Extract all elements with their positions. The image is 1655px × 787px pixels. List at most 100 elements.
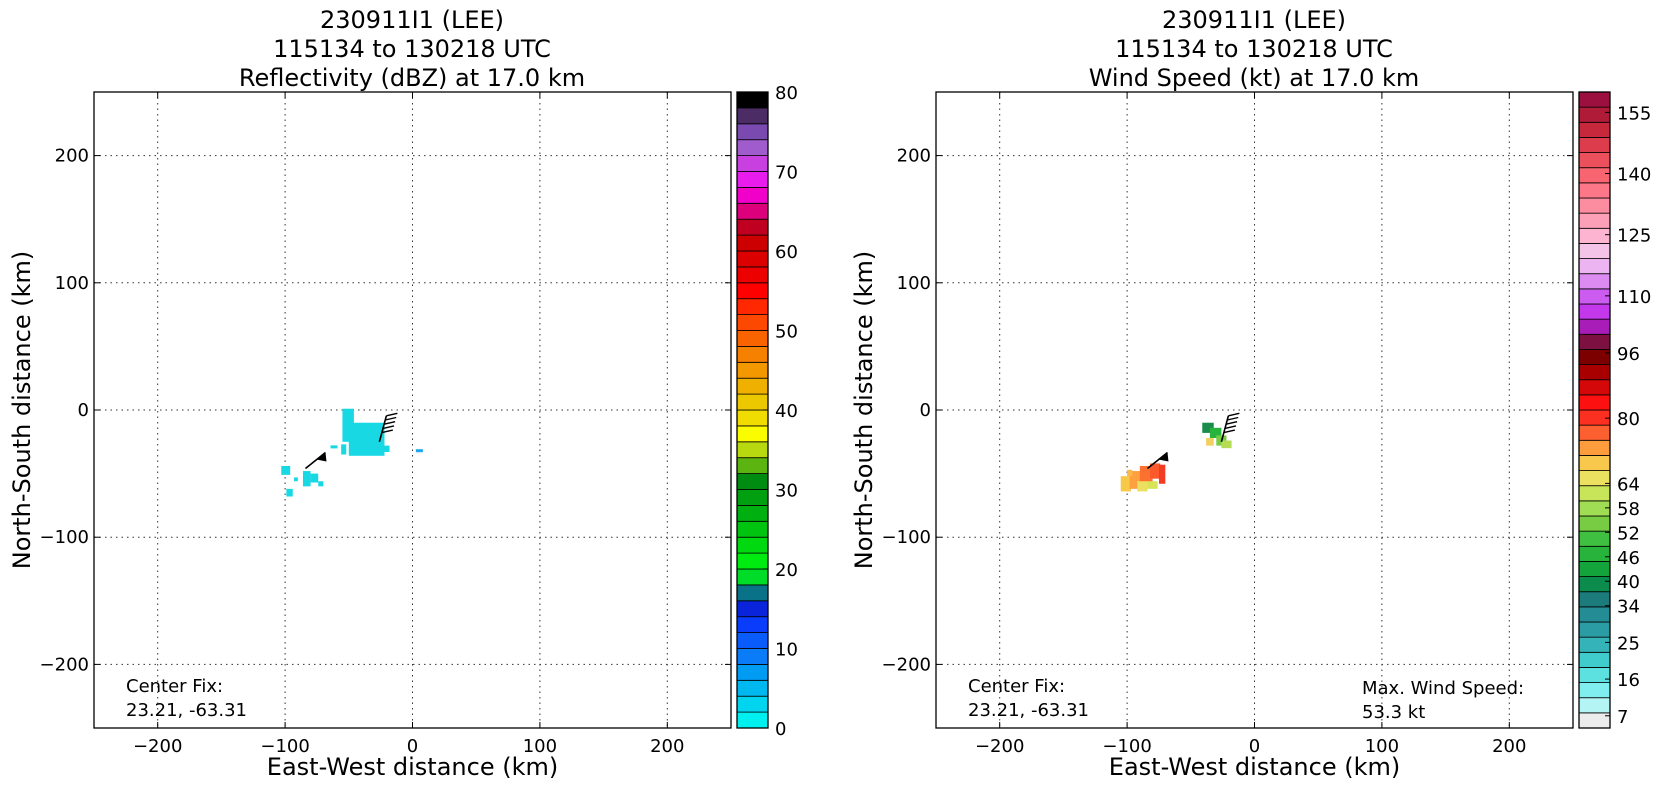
colorbar-segment <box>736 234 769 252</box>
colorbar-tick-label: 58 <box>1617 499 1640 520</box>
colorbar-tick-label: 80 <box>775 83 798 104</box>
wind-barb-feather <box>386 412 398 417</box>
colorbar-tick-label: 16 <box>1617 670 1640 691</box>
center-fix-value: 23.21, -63.31 <box>968 700 1089 721</box>
colorbar-tick-label: 40 <box>775 401 798 422</box>
chart-panel-1: 230911I1 (LEE)115134 to 130218 UTCReflec… <box>8 6 798 781</box>
colorbar-segment <box>1578 545 1611 562</box>
y-tick-label: 200 <box>55 146 89 167</box>
echo-patch <box>342 408 354 442</box>
colorbar-segment <box>1578 439 1611 456</box>
colorbar-segment <box>1578 561 1611 577</box>
colorbar-tick-label: 0 <box>775 719 786 740</box>
wind-barb-feather <box>382 425 395 430</box>
colorbar-segment <box>736 489 769 506</box>
colorbar-segment <box>736 664 769 681</box>
echo-dot <box>330 445 338 449</box>
chart-title-line: 230911I1 (LEE) <box>320 6 504 34</box>
wind-speed-patch <box>1139 465 1153 484</box>
colorbar-segment <box>1578 227 1611 244</box>
colorbar-segment <box>736 250 769 268</box>
echo-patch <box>302 471 311 487</box>
colorbar-segment <box>1578 636 1611 653</box>
colorbar-segment <box>1578 379 1611 396</box>
colorbar-segment <box>736 473 769 490</box>
center-fix-label: Center Fix: <box>968 676 1065 697</box>
y-tick-label: −200 <box>40 654 89 675</box>
y-tick-label: −200 <box>882 654 931 675</box>
x-tick-label: −100 <box>1102 736 1151 757</box>
colorbar-segment <box>1578 500 1611 517</box>
wind-speed-patch <box>1127 469 1133 477</box>
colorbar-segment <box>736 393 769 411</box>
echo-patch <box>294 477 298 482</box>
colorbar-segment <box>1578 364 1611 381</box>
colorbar-segment <box>1578 258 1611 275</box>
colorbar-segment <box>1578 697 1611 714</box>
wind-barb-feather <box>381 429 393 434</box>
colorbar-segment <box>1578 243 1611 259</box>
colorbar-segment <box>1578 606 1611 623</box>
colorbar-segment <box>1578 485 1611 502</box>
wind-speed-patch <box>1206 437 1214 446</box>
colorbar-tick-label: 40 <box>1617 572 1640 593</box>
x-tick-label: −200 <box>975 736 1024 757</box>
x-tick-label: −100 <box>260 736 309 757</box>
echo-patch <box>310 473 319 483</box>
colorbar-segment <box>736 600 769 618</box>
chart-title-line: 115134 to 130218 UTC <box>1115 35 1393 63</box>
colorbar-segment <box>736 520 769 538</box>
y-tick-label: −100 <box>882 527 931 548</box>
colorbar-tick-label: 52 <box>1617 523 1640 544</box>
colorbar-segment <box>736 425 769 443</box>
colorbar-segment <box>736 568 769 586</box>
colorbar-segment <box>1578 212 1611 229</box>
colorbar-tick-label: 140 <box>1617 165 1651 186</box>
colorbar-segment <box>1578 273 1611 290</box>
colorbar-segment <box>1578 712 1611 729</box>
colorbar-segment <box>1578 303 1611 320</box>
colorbar-segment <box>736 695 769 713</box>
chart-title-line: 115134 to 130218 UTC <box>273 35 551 63</box>
colorbar-tick-label: 7 <box>1617 707 1628 728</box>
wind-speed-patch <box>1150 463 1161 479</box>
colorbar-segment <box>736 441 769 459</box>
wind-barb-feather <box>1223 429 1235 434</box>
colorbar-segment <box>736 171 769 188</box>
colorbar-segment <box>736 202 769 220</box>
max-wind-label: Max. Wind Speed: <box>1362 678 1524 699</box>
colorbar-segment <box>736 330 769 347</box>
wind-barb-feather <box>383 421 396 425</box>
plot-frame <box>935 91 1574 729</box>
y-tick-label: 0 <box>920 400 931 421</box>
colorbar-segment <box>1578 288 1611 305</box>
colorbar-tick-label: 96 <box>1617 344 1640 365</box>
colorbar-tick-label: 125 <box>1617 226 1651 247</box>
colorbar-segment <box>1578 621 1611 638</box>
x-tick-label: 200 <box>650 736 684 757</box>
y-axis-label: North-South distance (km) <box>850 251 878 570</box>
colorbar-segment <box>1578 651 1611 668</box>
colorbar-segment <box>736 409 769 427</box>
colorbar-tick-label: 60 <box>775 242 798 263</box>
echo-patch <box>286 488 293 497</box>
colorbar-segment <box>736 298 769 316</box>
wind-barb-feather <box>1228 412 1240 417</box>
colorbar-segment <box>1578 591 1611 608</box>
colorbar-segment <box>736 218 769 236</box>
center-fix-value: 23.21, -63.31 <box>126 700 247 721</box>
x-tick-label: 0 <box>1249 736 1260 757</box>
wind-speed-patch <box>1137 481 1148 492</box>
max-wind-value: 53.3 kt <box>1362 702 1425 723</box>
wind-speed-patch <box>1202 422 1214 433</box>
colorbar-segment <box>1578 515 1611 532</box>
colorbar-tick-label: 70 <box>775 163 798 184</box>
chart-title-line: Wind Speed (kt) at 17.0 km <box>1089 64 1420 92</box>
colorbar-segment <box>1578 424 1611 441</box>
colorbar-tick-label: 34 <box>1617 597 1640 618</box>
colorbar-tick-label: 64 <box>1617 474 1640 495</box>
wind-barb-staff <box>378 415 388 443</box>
colorbar-segment <box>736 91 769 109</box>
colorbar-tick-label: 155 <box>1617 103 1651 124</box>
